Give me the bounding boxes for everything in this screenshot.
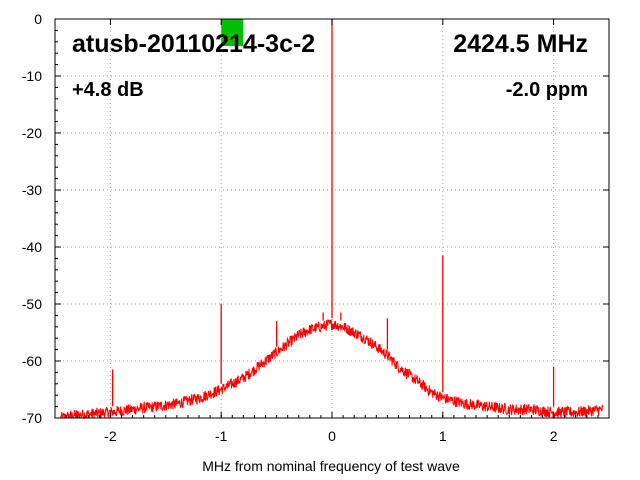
offset-annotation: -2.0 ppm <box>506 79 588 101</box>
x-tick-label-1: -1 <box>215 428 228 444</box>
x-tick-label-2: 0 <box>328 428 336 444</box>
x-axis-label: MHz from nominal frequency of test wave <box>202 458 460 474</box>
x-tick-label-4: 2 <box>550 428 558 444</box>
gain-annotation: +4.8 dB <box>72 79 144 101</box>
frequency-annotation: 2424.5 MHz <box>453 30 588 58</box>
y-tick-label-2: -20 <box>22 125 42 141</box>
green-marker <box>221 19 244 46</box>
spectrum-trace <box>60 318 604 420</box>
x-tick-label-0: -2 <box>104 428 117 444</box>
y-tick-label-1: -10 <box>22 68 42 84</box>
x-tick-label-3: 1 <box>439 428 447 444</box>
y-tick-label-4: -40 <box>22 239 42 255</box>
y-tick-label-6: -60 <box>22 353 42 369</box>
y-tick-label-3: -30 <box>22 182 42 198</box>
y-tick-label-5: -50 <box>22 296 42 312</box>
y-tick-label-0: 0 <box>34 11 42 27</box>
device-annotation: atusb-20110214-3c-2 <box>72 30 315 58</box>
spectrum-series <box>60 19 604 420</box>
y-tick-label-7: -70 <box>22 410 42 426</box>
axis-ticks: -2 -1 0 1 20-10-20-30-40-50-60-70 <box>22 11 610 444</box>
